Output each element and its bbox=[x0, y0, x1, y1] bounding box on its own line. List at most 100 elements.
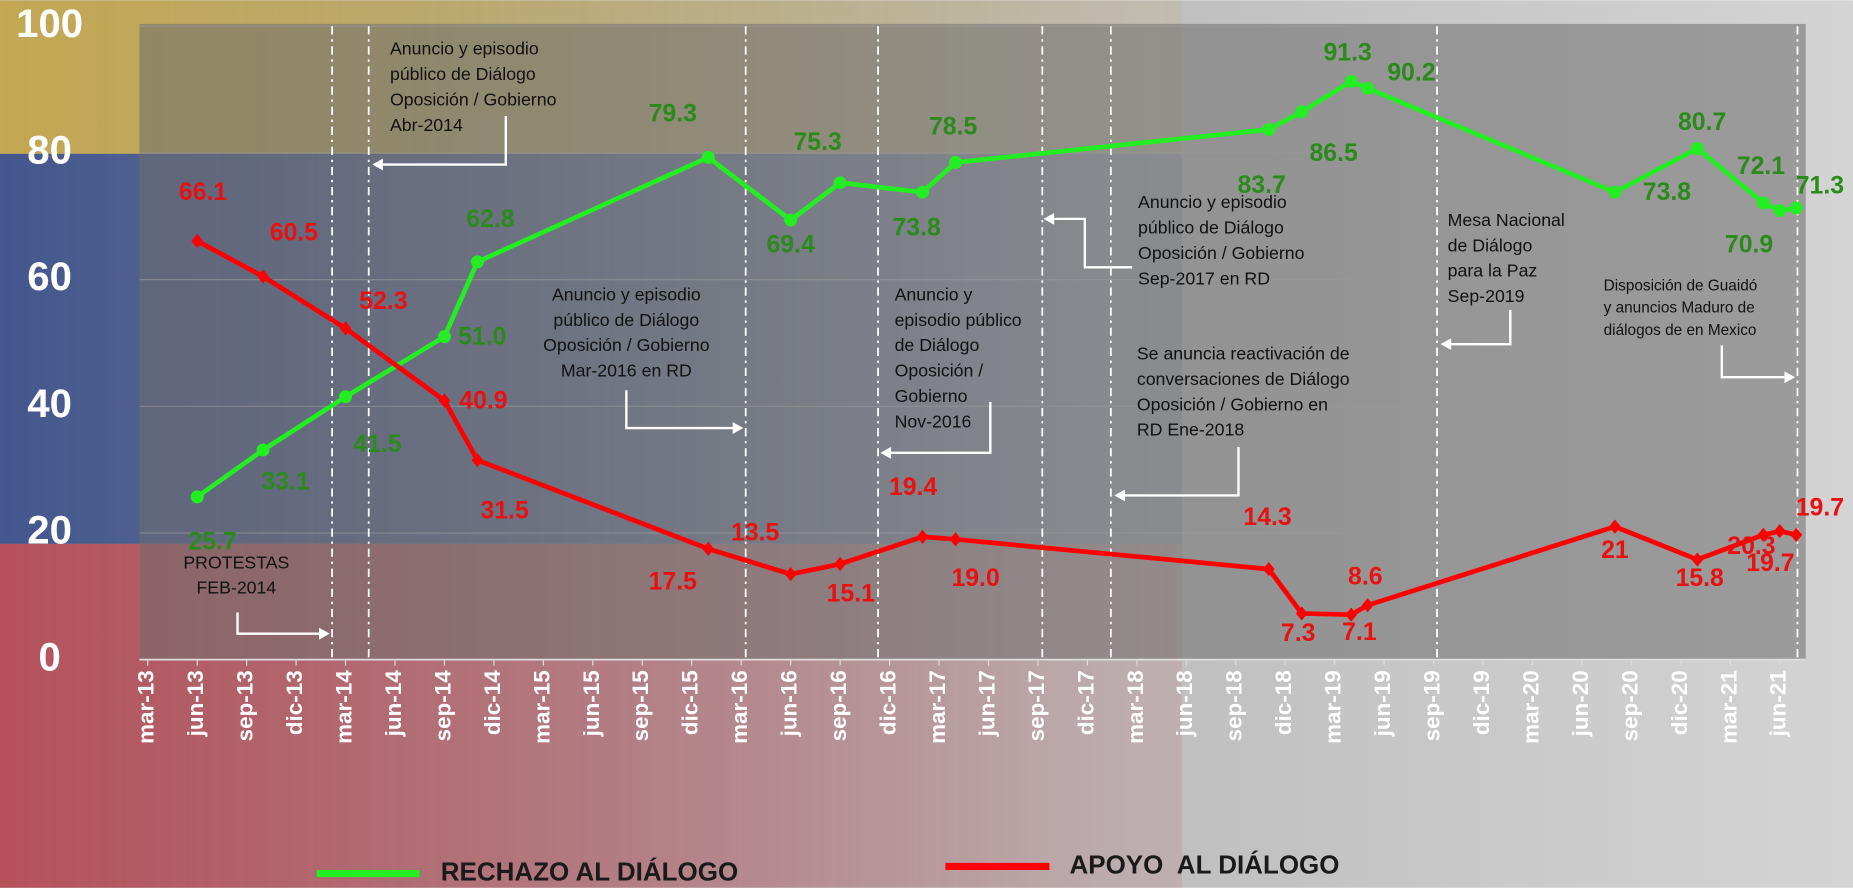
marker bbox=[1608, 185, 1622, 199]
marker bbox=[784, 567, 797, 582]
annotation: de Diálogo bbox=[1448, 235, 1533, 255]
arrowhead bbox=[1784, 371, 1796, 384]
marker bbox=[1345, 607, 1358, 622]
annotation: PROTESTAS bbox=[183, 553, 289, 573]
x-tick-label: mar-20 bbox=[1518, 670, 1543, 744]
legend-label: APOYO AL DIÁLOGO bbox=[1069, 849, 1339, 879]
x-tick-label: jun-13 bbox=[183, 670, 208, 737]
data-label: 70.9 bbox=[1725, 232, 1773, 259]
data-label: 66.1 bbox=[179, 179, 227, 206]
arrow bbox=[1051, 217, 1133, 269]
x-tick-label: jun-19 bbox=[1370, 670, 1395, 737]
annotation: Gobierno bbox=[895, 386, 968, 406]
data-label: 8.6 bbox=[1348, 564, 1382, 591]
annotation: Anuncio y episodio bbox=[552, 284, 701, 304]
annotation: Anuncio y episodio bbox=[390, 39, 539, 59]
annotation: Abr-2014 bbox=[390, 115, 463, 135]
y-tick-label: 40 bbox=[27, 381, 72, 426]
data-label: 25.7 bbox=[188, 529, 236, 556]
data-label: 75.3 bbox=[794, 129, 842, 156]
x-tick-label: mar-16 bbox=[727, 670, 752, 744]
arrowhead bbox=[732, 422, 744, 434]
x-tick-label: jun-15 bbox=[579, 670, 604, 737]
x-tick-label: sep-20 bbox=[1617, 670, 1642, 741]
x-tick-label: jun-21 bbox=[1766, 670, 1791, 737]
marker bbox=[702, 541, 715, 556]
annotation: Disposición de Guaidó bbox=[1604, 277, 1758, 294]
data-label: 33.1 bbox=[261, 469, 309, 496]
annotation: Sep-2019 bbox=[1448, 286, 1525, 306]
x-tick-label: sep-18 bbox=[1222, 670, 1247, 741]
x-tick-label: sep-14 bbox=[430, 670, 455, 742]
x-tick-label: jun-18 bbox=[1172, 670, 1197, 737]
arrow bbox=[625, 390, 736, 430]
x-tick-label: jun-16 bbox=[777, 670, 802, 737]
data-label: 91.3 bbox=[1323, 40, 1371, 67]
data-label: 52.3 bbox=[359, 288, 407, 315]
data-label: 62.8 bbox=[466, 206, 514, 233]
arrow bbox=[236, 612, 322, 635]
data-label: 17.5 bbox=[649, 569, 697, 596]
arrowhead bbox=[880, 446, 892, 459]
x-tick-label: sep-13 bbox=[233, 670, 258, 741]
y-tick-label: 100 bbox=[16, 1, 83, 46]
marker bbox=[1773, 523, 1786, 539]
marker bbox=[1262, 122, 1276, 136]
marker bbox=[834, 556, 847, 572]
data-label: 15.1 bbox=[827, 580, 875, 607]
data-label: 86.5 bbox=[1309, 140, 1357, 167]
x-tick-label: dic-20 bbox=[1667, 670, 1692, 735]
x-tick-label: sep-19 bbox=[1420, 670, 1445, 741]
marker bbox=[438, 393, 451, 408]
data-label: 72.1 bbox=[1737, 153, 1785, 180]
annotation: Oposición / Gobierno bbox=[1138, 243, 1305, 263]
data-label: 80.7 bbox=[1678, 109, 1726, 136]
marker bbox=[833, 176, 847, 190]
marker bbox=[916, 185, 930, 199]
data-label: 21 bbox=[1601, 537, 1629, 564]
marker bbox=[701, 150, 715, 164]
annotation: Oposición / Gobierno en bbox=[1137, 394, 1328, 414]
marker bbox=[1295, 606, 1308, 621]
annotation: de Diálogo bbox=[895, 335, 980, 355]
annotation: Mar-2016 en RD bbox=[561, 361, 692, 381]
x-tick-label: mar-15 bbox=[529, 670, 554, 744]
legend-label: RECHAZO AL DIÁLOGO bbox=[441, 856, 738, 886]
marker bbox=[339, 390, 353, 404]
annotation: Oposición / Gobierno bbox=[543, 335, 710, 355]
annotation: diálogos de en Mexico bbox=[1604, 322, 1757, 339]
annotation: conversaciones de Diálogo bbox=[1137, 369, 1350, 389]
data-label: 7.3 bbox=[1281, 620, 1315, 647]
marker bbox=[190, 490, 204, 504]
data-label: 19.4 bbox=[889, 474, 937, 501]
x-tick-label: dic-14 bbox=[480, 670, 505, 735]
x-tick-label: dic-18 bbox=[1271, 670, 1296, 735]
arrow bbox=[380, 116, 507, 166]
data-label: 69.4 bbox=[767, 232, 815, 259]
arrowhead bbox=[1114, 489, 1126, 502]
marker bbox=[1773, 204, 1787, 218]
arrowhead bbox=[319, 627, 330, 640]
y-tick-label: 80 bbox=[27, 128, 72, 173]
arrow bbox=[1448, 309, 1512, 346]
data-label: 31.5 bbox=[480, 498, 528, 525]
marker bbox=[470, 255, 484, 269]
arrow bbox=[888, 402, 992, 455]
x-tick-label: jun-20 bbox=[1568, 670, 1593, 737]
x-tick-label: mar-13 bbox=[134, 670, 159, 744]
x-tick-label: mar-19 bbox=[1321, 670, 1346, 744]
x-tick-label: dic-16 bbox=[876, 670, 901, 735]
annotation: Anuncio y bbox=[895, 284, 973, 304]
annotation: público de Diálogo bbox=[1138, 218, 1284, 238]
data-label: 79.3 bbox=[649, 100, 697, 127]
data-label: 15.8 bbox=[1676, 565, 1724, 592]
marker bbox=[1361, 81, 1375, 95]
x-tick-label: mar-18 bbox=[1123, 670, 1148, 744]
x-tick-label: jun-14 bbox=[381, 670, 406, 738]
data-label: 13.5 bbox=[731, 520, 779, 547]
marker bbox=[949, 532, 962, 547]
annotation: FEB-2014 bbox=[196, 577, 276, 597]
marker bbox=[256, 443, 270, 457]
